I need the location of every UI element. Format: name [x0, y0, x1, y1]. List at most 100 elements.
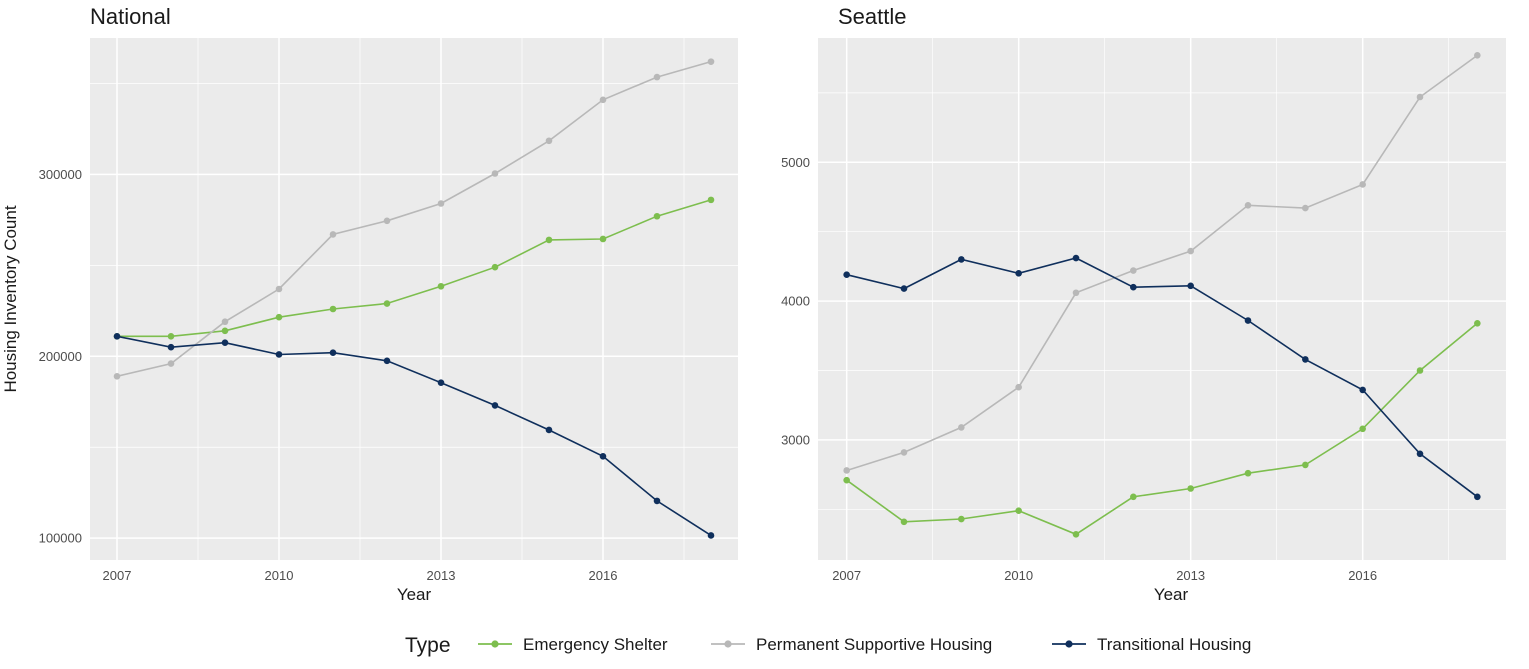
series-seattle [843, 52, 1481, 538]
data-point-transitional-housing [1187, 282, 1194, 290]
data-point-transitional-housing [958, 256, 965, 263]
x-tick-label: 2007 [103, 568, 132, 583]
data-point-emergency-shelter [1244, 469, 1252, 477]
y-tick-label: 200000 [39, 349, 82, 364]
data-point-permanent-supportive-housing [1474, 52, 1481, 59]
data-point-emergency-shelter [653, 212, 661, 220]
legend-key-point [491, 640, 499, 648]
data-point-transitional-housing [1474, 493, 1481, 501]
data-point-transitional-housing [167, 343, 175, 351]
data-point-emergency-shelter [275, 313, 283, 321]
data-point-permanent-supportive-housing [599, 96, 607, 104]
data-point-emergency-shelter [1416, 367, 1424, 374]
x-tick-label: 2007 [832, 568, 861, 583]
data-point-transitional-housing [843, 271, 850, 279]
data-point-permanent-supportive-housing [221, 318, 229, 326]
data-point-permanent-supportive-housing [1015, 383, 1022, 391]
data-point-transitional-housing [707, 532, 715, 539]
data-point-transitional-housing [275, 351, 283, 358]
legend-key-point [1065, 640, 1073, 648]
data-point-emergency-shelter [383, 300, 391, 307]
data-point-transitional-housing [900, 285, 908, 292]
legend-title: Type [405, 634, 451, 657]
data-point-emergency-shelter [437, 282, 445, 290]
series-line-transitional-housing [116, 335, 712, 537]
data-point-transitional-housing [1130, 283, 1137, 291]
data-point-emergency-shelter [1015, 507, 1022, 515]
data-point-transitional-housing [1416, 450, 1424, 458]
x-tick-label: 2013 [427, 568, 456, 583]
data-point-emergency-shelter [545, 236, 553, 244]
x-axis-title-seattle: Year [1154, 585, 1189, 604]
data-point-permanent-supportive-housing [1416, 93, 1424, 101]
data-point-emergency-shelter [1072, 531, 1080, 538]
data-point-permanent-supportive-housing [491, 170, 499, 177]
x-tick-label: 2013 [1176, 568, 1205, 583]
panel-title-seattle: Seattle [838, 4, 907, 29]
data-point-permanent-supportive-housing [1244, 201, 1252, 209]
data-point-emergency-shelter [1359, 425, 1366, 433]
data-point-permanent-supportive-housing [113, 372, 121, 380]
data-point-permanent-supportive-housing [275, 285, 283, 293]
data-point-emergency-shelter [1474, 319, 1481, 327]
data-point-transitional-housing [545, 426, 553, 434]
data-point-emergency-shelter [599, 235, 607, 243]
legend-label: Transitional Housing [1097, 635, 1251, 654]
y-axis-title-national: Housing Inventory Count [1, 205, 20, 392]
data-point-transitional-housing [1072, 254, 1080, 262]
data-point-transitional-housing [329, 349, 337, 356]
data-point-emergency-shelter [1130, 493, 1137, 501]
plot-background-national [90, 38, 738, 560]
y-tick-label: 100000 [39, 531, 82, 546]
ticks-seattle: 2007 2010 2013 2016 3000 4000 5000 [781, 155, 1377, 583]
data-point-permanent-supportive-housing [1072, 289, 1080, 297]
series-line-permanent-supportive-housing [116, 60, 712, 378]
data-point-transitional-housing [1015, 270, 1022, 277]
panel-seattle: Seattle 2007 2010 2013 2016 3000 4000 5000 Yea… [781, 4, 1506, 604]
data-point-transitional-housing [491, 402, 499, 409]
legend-item-transitional-housing: Transitional Housing [1052, 635, 1251, 654]
panel-title-national: National [90, 4, 171, 29]
legend-label: Permanent Supportive Housing [756, 635, 992, 654]
series-national [113, 58, 715, 539]
series-line-emergency-shelter [846, 322, 1478, 536]
series-line-emergency-shelter [117, 199, 712, 338]
data-point-emergency-shelter [707, 196, 715, 204]
gridlines-national [90, 38, 738, 560]
data-point-transitional-housing [221, 339, 229, 346]
data-point-permanent-supportive-housing [1359, 181, 1366, 188]
data-point-permanent-supportive-housing [437, 200, 445, 207]
legend-key-point [724, 640, 732, 648]
x-axis-title-national: Year [397, 585, 432, 604]
data-point-emergency-shelter [221, 327, 229, 335]
data-point-transitional-housing [437, 379, 445, 386]
legend-item-emergency-shelter: Emergency Shelter [478, 635, 668, 654]
data-point-emergency-shelter [167, 332, 175, 340]
data-point-permanent-supportive-housing [383, 217, 391, 225]
data-point-permanent-supportive-housing [900, 449, 908, 456]
data-point-permanent-supportive-housing [329, 231, 337, 238]
series-line-permanent-supportive-housing [846, 54, 1478, 472]
x-tick-label: 2016 [589, 568, 618, 583]
y-tick-label: 3000 [781, 432, 810, 447]
data-point-emergency-shelter [1187, 485, 1194, 492]
data-point-transitional-housing [1359, 386, 1366, 394]
data-point-emergency-shelter [843, 476, 850, 484]
legend-item-permanent-supportive-housing: Permanent Supportive Housing [711, 635, 992, 654]
panel-national: National 2007 2010 2013 2016 100000 200000 300… [1, 4, 738, 604]
y-tick-label: 5000 [781, 155, 810, 170]
data-point-permanent-supportive-housing [1187, 247, 1194, 255]
data-point-permanent-supportive-housing [545, 137, 553, 145]
data-point-transitional-housing [1244, 317, 1252, 324]
data-point-emergency-shelter [1302, 461, 1309, 469]
data-point-permanent-supportive-housing [707, 58, 715, 65]
x-tick-label: 2010 [1004, 568, 1033, 583]
data-point-transitional-housing [113, 332, 121, 340]
y-tick-label: 4000 [781, 294, 810, 309]
data-point-permanent-supportive-housing [1130, 267, 1137, 274]
data-point-permanent-supportive-housing [653, 73, 661, 81]
data-point-emergency-shelter [958, 515, 965, 523]
plot-background-seattle [818, 38, 1506, 560]
data-point-permanent-supportive-housing [1302, 204, 1309, 212]
